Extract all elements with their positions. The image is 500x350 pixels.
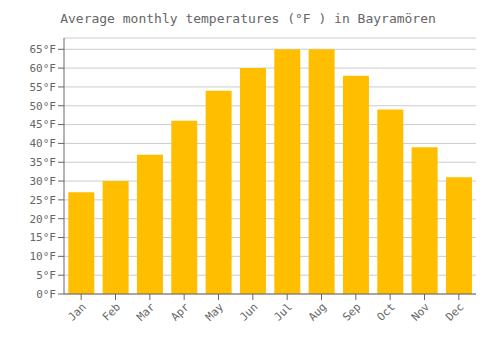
svg-text:60°F: 60°F [30,62,57,75]
svg-text:Feb: Feb [100,300,123,323]
svg-text:Jul: Jul [272,300,295,323]
svg-text:50°F: 50°F [30,100,57,113]
svg-text:Mar: Mar [134,300,158,324]
svg-text:Dec: Dec [443,300,466,323]
svg-text:30°F: 30°F [30,175,57,188]
svg-text:Sep: Sep [340,300,363,323]
svg-text:55°F: 55°F [30,81,57,94]
svg-text:15°F: 15°F [30,231,57,244]
svg-text:20°F: 20°F [30,213,57,226]
svg-text:Oct: Oct [375,300,398,323]
svg-text:Jun: Jun [237,300,260,323]
svg-text:10°F: 10°F [30,250,57,263]
svg-text:5°F: 5°F [36,269,56,282]
svg-text:35°F: 35°F [30,156,57,169]
svg-text:25°F: 25°F [30,194,57,207]
svg-text:May: May [203,300,227,324]
svg-text:45°F: 45°F [30,118,57,131]
svg-text:Apr: Apr [169,300,193,324]
svg-text:Nov: Nov [409,300,433,324]
html-text:Average monthly temperatures (: Average monthly temperatures (°F ) in Ba… [60,11,436,26]
svg-text:0°F: 0°F [36,288,56,301]
svg-text:40°F: 40°F [30,137,57,150]
svg-text:65°F: 65°F [30,43,57,56]
svg-text:Jan: Jan [66,300,89,323]
svg-text:Aug: Aug [306,300,329,323]
